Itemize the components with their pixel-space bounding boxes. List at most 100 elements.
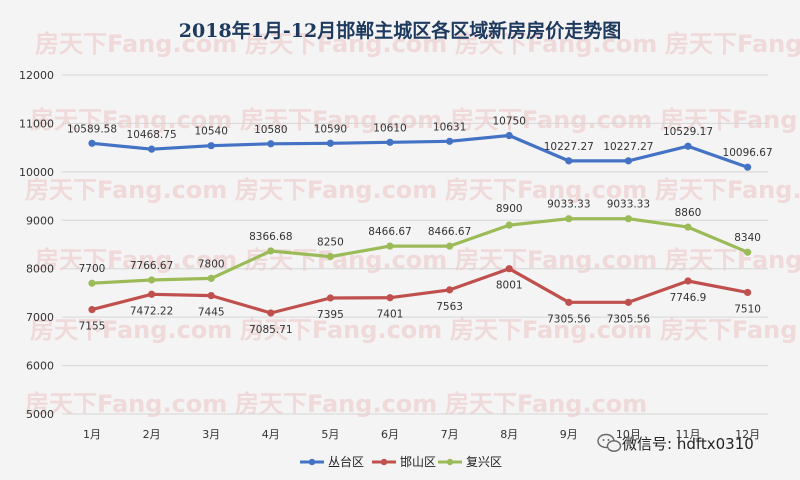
data-point xyxy=(326,294,334,302)
x-tick-label: 3月 xyxy=(202,428,220,441)
watermark-text: 房天下Fang.com xyxy=(455,246,657,274)
x-tick-label: 11月 xyxy=(676,428,701,441)
watermark-text: 房天下Fang.com xyxy=(35,30,237,58)
watermark-text: 房天下Fang.com xyxy=(240,106,442,134)
watermark-text: 房天下Fang.com xyxy=(445,176,647,204)
data-point xyxy=(386,294,394,302)
data-label: 7700 xyxy=(79,263,106,275)
data-point xyxy=(565,298,573,306)
x-tick-label: 8月 xyxy=(500,428,518,441)
watermark-text: 房天下Fang.com xyxy=(665,246,800,274)
data-point xyxy=(88,279,96,287)
watermark-text: 房天下Fang.com xyxy=(450,316,652,344)
data-point xyxy=(207,291,215,300)
watermark-text: 房天下Fang.com xyxy=(25,390,227,418)
x-tick-label: 9月 xyxy=(560,428,578,441)
data-point xyxy=(267,247,275,255)
data-point xyxy=(207,274,215,282)
x-tick-label: 6月 xyxy=(381,428,399,441)
data-label: 7563 xyxy=(436,301,463,313)
data-label: 8466.67 xyxy=(368,226,411,238)
series-line xyxy=(91,133,749,169)
data-label: 7800 xyxy=(198,258,225,270)
legend-item: 邯山区 xyxy=(372,454,436,469)
data-point xyxy=(624,157,633,165)
data-label: 10580 xyxy=(254,124,287,136)
data-label: 8001 xyxy=(496,280,523,292)
data-label: 7746.9 xyxy=(670,292,707,304)
watermark-text: 房天下Fang.com xyxy=(660,316,800,344)
data-label: 10096.67 xyxy=(723,147,773,159)
data-point xyxy=(148,290,156,298)
data-point xyxy=(446,286,454,294)
data-label: 8250 xyxy=(317,237,344,249)
y-tick-label: 6000 xyxy=(26,360,54,373)
x-tick-label: 4月 xyxy=(262,428,280,441)
data-point xyxy=(744,288,752,297)
watermark-text: 房天下Fang.com xyxy=(245,30,447,58)
data-point xyxy=(88,139,96,147)
data-label: 10540 xyxy=(194,126,227,138)
data-label: 7395 xyxy=(317,309,344,321)
data-point xyxy=(624,215,633,223)
watermark-text: 房天下Fang.com xyxy=(235,176,437,204)
data-point xyxy=(207,142,215,150)
series-line xyxy=(91,267,748,315)
data-point xyxy=(267,140,275,148)
data-label: 10631 xyxy=(433,121,466,133)
data-label: 10227.27 xyxy=(544,141,594,153)
watermark-text: 房天下Fang.com xyxy=(25,176,227,204)
series-line xyxy=(91,217,749,285)
y-tick-label: 11000 xyxy=(19,117,54,130)
legend-marker xyxy=(380,458,388,466)
data-label: 7305.56 xyxy=(547,313,591,325)
data-point xyxy=(326,139,334,147)
watermark-text: 房天下Fang.com xyxy=(450,106,652,134)
x-tick-label: 7月 xyxy=(441,428,459,441)
data-point xyxy=(744,248,752,256)
data-point xyxy=(148,145,156,153)
series-2: 7155 7472.22 7445 7085.71 7395 7401 7563 8001 73… xyxy=(79,265,761,336)
data-point xyxy=(386,138,394,146)
y-tick-label: 10000 xyxy=(19,166,54,179)
data-label: 7401 xyxy=(377,309,404,321)
data-label: 10590 xyxy=(314,123,347,135)
data-label: 7085.71 xyxy=(249,324,292,336)
data-label: 8860 xyxy=(675,207,702,219)
wechat-icon xyxy=(597,433,622,452)
data-point xyxy=(624,298,633,306)
data-label: 7510 xyxy=(734,303,761,315)
y-axis: 5000 6000 7000 8000 9000 10000 11000 12000 xyxy=(19,69,54,421)
legend-label: 复兴区 xyxy=(466,455,502,469)
data-label: 7155 xyxy=(79,321,106,333)
wechat-badge: 微信号: hdftx0310 xyxy=(597,433,754,453)
data-label: 10529.17 xyxy=(663,126,713,138)
legend-item: 复兴区 xyxy=(438,455,502,469)
data-label: 9033.33 xyxy=(547,199,590,211)
x-tick-label: 10月 xyxy=(616,428,641,441)
x-tick-label: 12月 xyxy=(735,428,760,441)
chart-title: 2018年1月-12月邯郸主城区各区域新房房价走势图 xyxy=(179,19,621,42)
data-point xyxy=(88,306,96,314)
data-point xyxy=(744,163,752,171)
watermark-text: 房天下Fang.com xyxy=(445,390,647,418)
y-tick-label: 8000 xyxy=(26,263,54,276)
watermark-text: 房天下Fang.com xyxy=(240,316,442,344)
data-point xyxy=(386,242,394,250)
data-label: 7445 xyxy=(198,307,225,319)
legend: 丛台区 邯山区 复兴区 xyxy=(300,454,502,469)
data-label: 8900 xyxy=(496,203,523,215)
watermark-text: 房天下Fang.com xyxy=(655,176,800,204)
legend-label: 丛台区 xyxy=(328,454,364,469)
data-point xyxy=(684,223,692,231)
data-label: 10589.58 xyxy=(67,123,117,135)
x-tick-label: 2月 xyxy=(143,428,161,441)
x-tick-label: 1月 xyxy=(83,428,101,441)
data-label: 7305.56 xyxy=(607,313,651,325)
data-point xyxy=(565,215,573,223)
data-point xyxy=(326,253,334,261)
data-point xyxy=(684,142,692,150)
data-label: 8340 xyxy=(734,232,761,244)
watermark-text: 房天下Fang.com xyxy=(235,390,437,418)
